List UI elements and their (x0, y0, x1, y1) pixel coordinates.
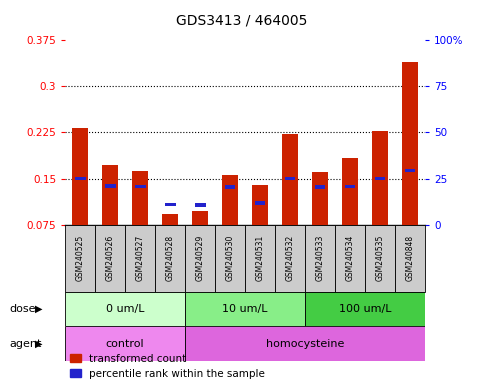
Text: dose: dose (10, 304, 36, 314)
Legend: transformed count, percentile rank within the sample: transformed count, percentile rank withi… (71, 354, 265, 379)
Text: GSM240526: GSM240526 (106, 235, 114, 281)
Bar (185, 292, 305, 326)
Text: GSM240530: GSM240530 (226, 235, 235, 281)
Bar (125, 225, 155, 292)
Bar (335, 225, 365, 292)
Bar (405, 169, 415, 172)
Bar (282, 134, 298, 225)
Text: GSM240527: GSM240527 (136, 235, 145, 281)
Bar (402, 62, 418, 225)
Bar (312, 172, 328, 225)
Text: GSM240533: GSM240533 (315, 235, 325, 281)
Bar (155, 225, 185, 292)
Bar (365, 225, 395, 292)
Bar (105, 184, 115, 188)
Text: GSM240531: GSM240531 (256, 235, 265, 281)
Bar (375, 177, 385, 180)
Text: 0 um/L: 0 um/L (106, 304, 144, 314)
Text: homocysteine: homocysteine (266, 339, 344, 349)
Text: control: control (106, 339, 144, 349)
Bar (165, 202, 175, 206)
Text: GSM240528: GSM240528 (166, 235, 175, 281)
Text: GSM240529: GSM240529 (196, 235, 205, 281)
Bar (305, 225, 335, 292)
Text: GSM240535: GSM240535 (376, 235, 384, 281)
Text: GDS3413 / 464005: GDS3413 / 464005 (176, 13, 307, 27)
Bar (315, 185, 326, 189)
Bar (215, 225, 245, 292)
Bar (135, 185, 145, 189)
Bar (192, 210, 208, 225)
Bar (95, 225, 125, 292)
Bar (162, 214, 178, 225)
Text: ▶: ▶ (35, 339, 43, 349)
Bar (185, 326, 425, 361)
Bar (372, 131, 388, 225)
Bar (222, 175, 239, 225)
Bar (102, 165, 118, 225)
Bar (255, 201, 266, 205)
Bar (132, 170, 148, 225)
Text: GSM240848: GSM240848 (406, 235, 414, 281)
Bar (72, 128, 88, 225)
Bar (342, 158, 358, 225)
Bar (245, 225, 275, 292)
Text: ▶: ▶ (35, 304, 43, 314)
Bar (185, 225, 215, 292)
Bar (345, 185, 355, 189)
Bar (395, 225, 425, 292)
Bar (285, 177, 296, 180)
Bar (65, 292, 185, 326)
Bar (65, 225, 95, 292)
Bar (225, 185, 236, 189)
Bar (252, 185, 269, 225)
Text: 100 um/L: 100 um/L (339, 304, 391, 314)
Bar (75, 177, 85, 180)
Bar (305, 292, 425, 326)
Bar (195, 203, 205, 207)
Text: GSM240534: GSM240534 (345, 235, 355, 281)
Bar (275, 225, 305, 292)
Text: agent: agent (10, 339, 42, 349)
Bar (65, 326, 185, 361)
Text: GSM240525: GSM240525 (76, 235, 85, 281)
Text: 10 um/L: 10 um/L (222, 304, 268, 314)
Text: GSM240532: GSM240532 (285, 235, 295, 281)
